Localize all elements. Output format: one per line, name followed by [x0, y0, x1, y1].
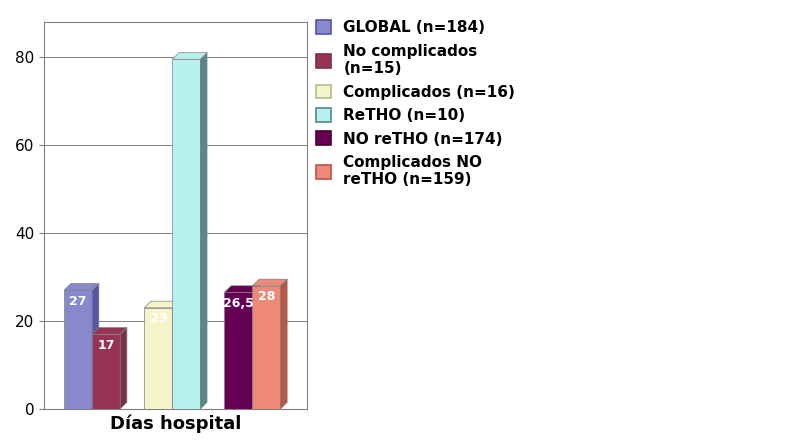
Text: 26,5: 26,5 — [223, 297, 254, 310]
Text: 27: 27 — [69, 295, 87, 308]
Text: 23: 23 — [149, 312, 167, 325]
Polygon shape — [252, 279, 287, 286]
Polygon shape — [252, 286, 280, 409]
Legend: GLOBAL (n=184), No complicados
(n=15), Complicados (n=16), ReTHO (n=10), NO reTH: GLOBAL (n=184), No complicados (n=15), C… — [310, 14, 522, 194]
X-axis label: Días hospital: Días hospital — [110, 414, 241, 433]
Polygon shape — [64, 290, 92, 409]
Polygon shape — [145, 308, 172, 409]
Polygon shape — [145, 301, 179, 308]
Polygon shape — [280, 279, 287, 409]
Text: 79,5: 79,5 — [171, 38, 202, 51]
Polygon shape — [172, 59, 200, 409]
Polygon shape — [172, 53, 207, 59]
Polygon shape — [200, 53, 207, 409]
Polygon shape — [92, 284, 98, 409]
Text: 17: 17 — [98, 339, 115, 352]
Polygon shape — [225, 286, 259, 293]
Polygon shape — [172, 301, 179, 409]
Polygon shape — [225, 293, 252, 409]
Polygon shape — [252, 286, 259, 409]
Polygon shape — [64, 284, 98, 290]
Polygon shape — [92, 334, 120, 409]
Polygon shape — [120, 327, 127, 409]
Polygon shape — [92, 327, 127, 334]
Text: 28: 28 — [258, 290, 276, 303]
